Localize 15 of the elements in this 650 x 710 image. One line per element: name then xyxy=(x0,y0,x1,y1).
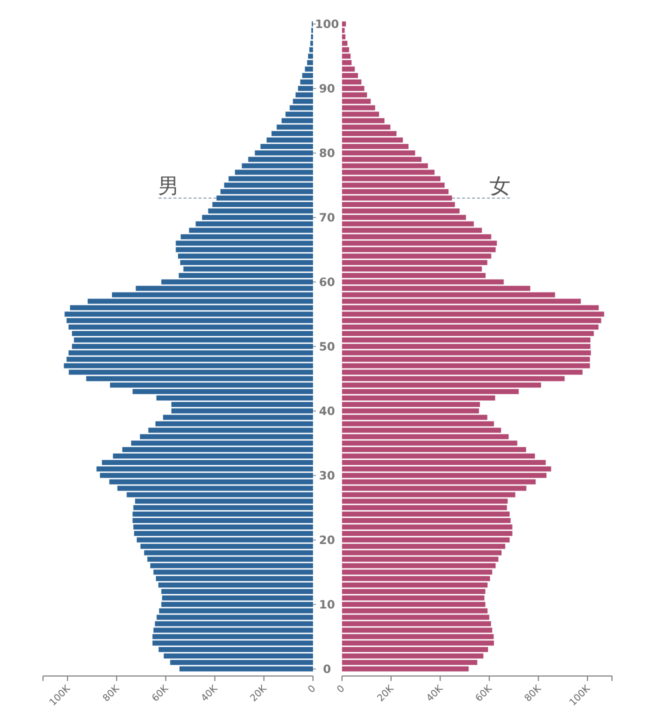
series-label: 男 xyxy=(158,174,180,198)
y-tick-label: 100 xyxy=(314,17,340,32)
y-tick-label: 20 xyxy=(318,532,336,547)
y-tick-label: 30 xyxy=(318,468,336,482)
y-tick-label: 60 xyxy=(318,275,336,290)
x-tick-label: 0 xyxy=(306,683,318,696)
y-tick-label: 80 xyxy=(318,146,336,160)
y-tick-label: 90 xyxy=(318,82,336,96)
x-tick-label: 0 xyxy=(335,683,348,696)
y-tick-label: 40 xyxy=(318,404,336,418)
y-tick-label: 0 xyxy=(322,662,332,676)
y-tick-label: 50 xyxy=(318,340,336,354)
y-tick-label: 10 xyxy=(318,597,336,612)
y-tick-label: 70 xyxy=(318,210,336,225)
series-label: 女 xyxy=(489,174,510,198)
